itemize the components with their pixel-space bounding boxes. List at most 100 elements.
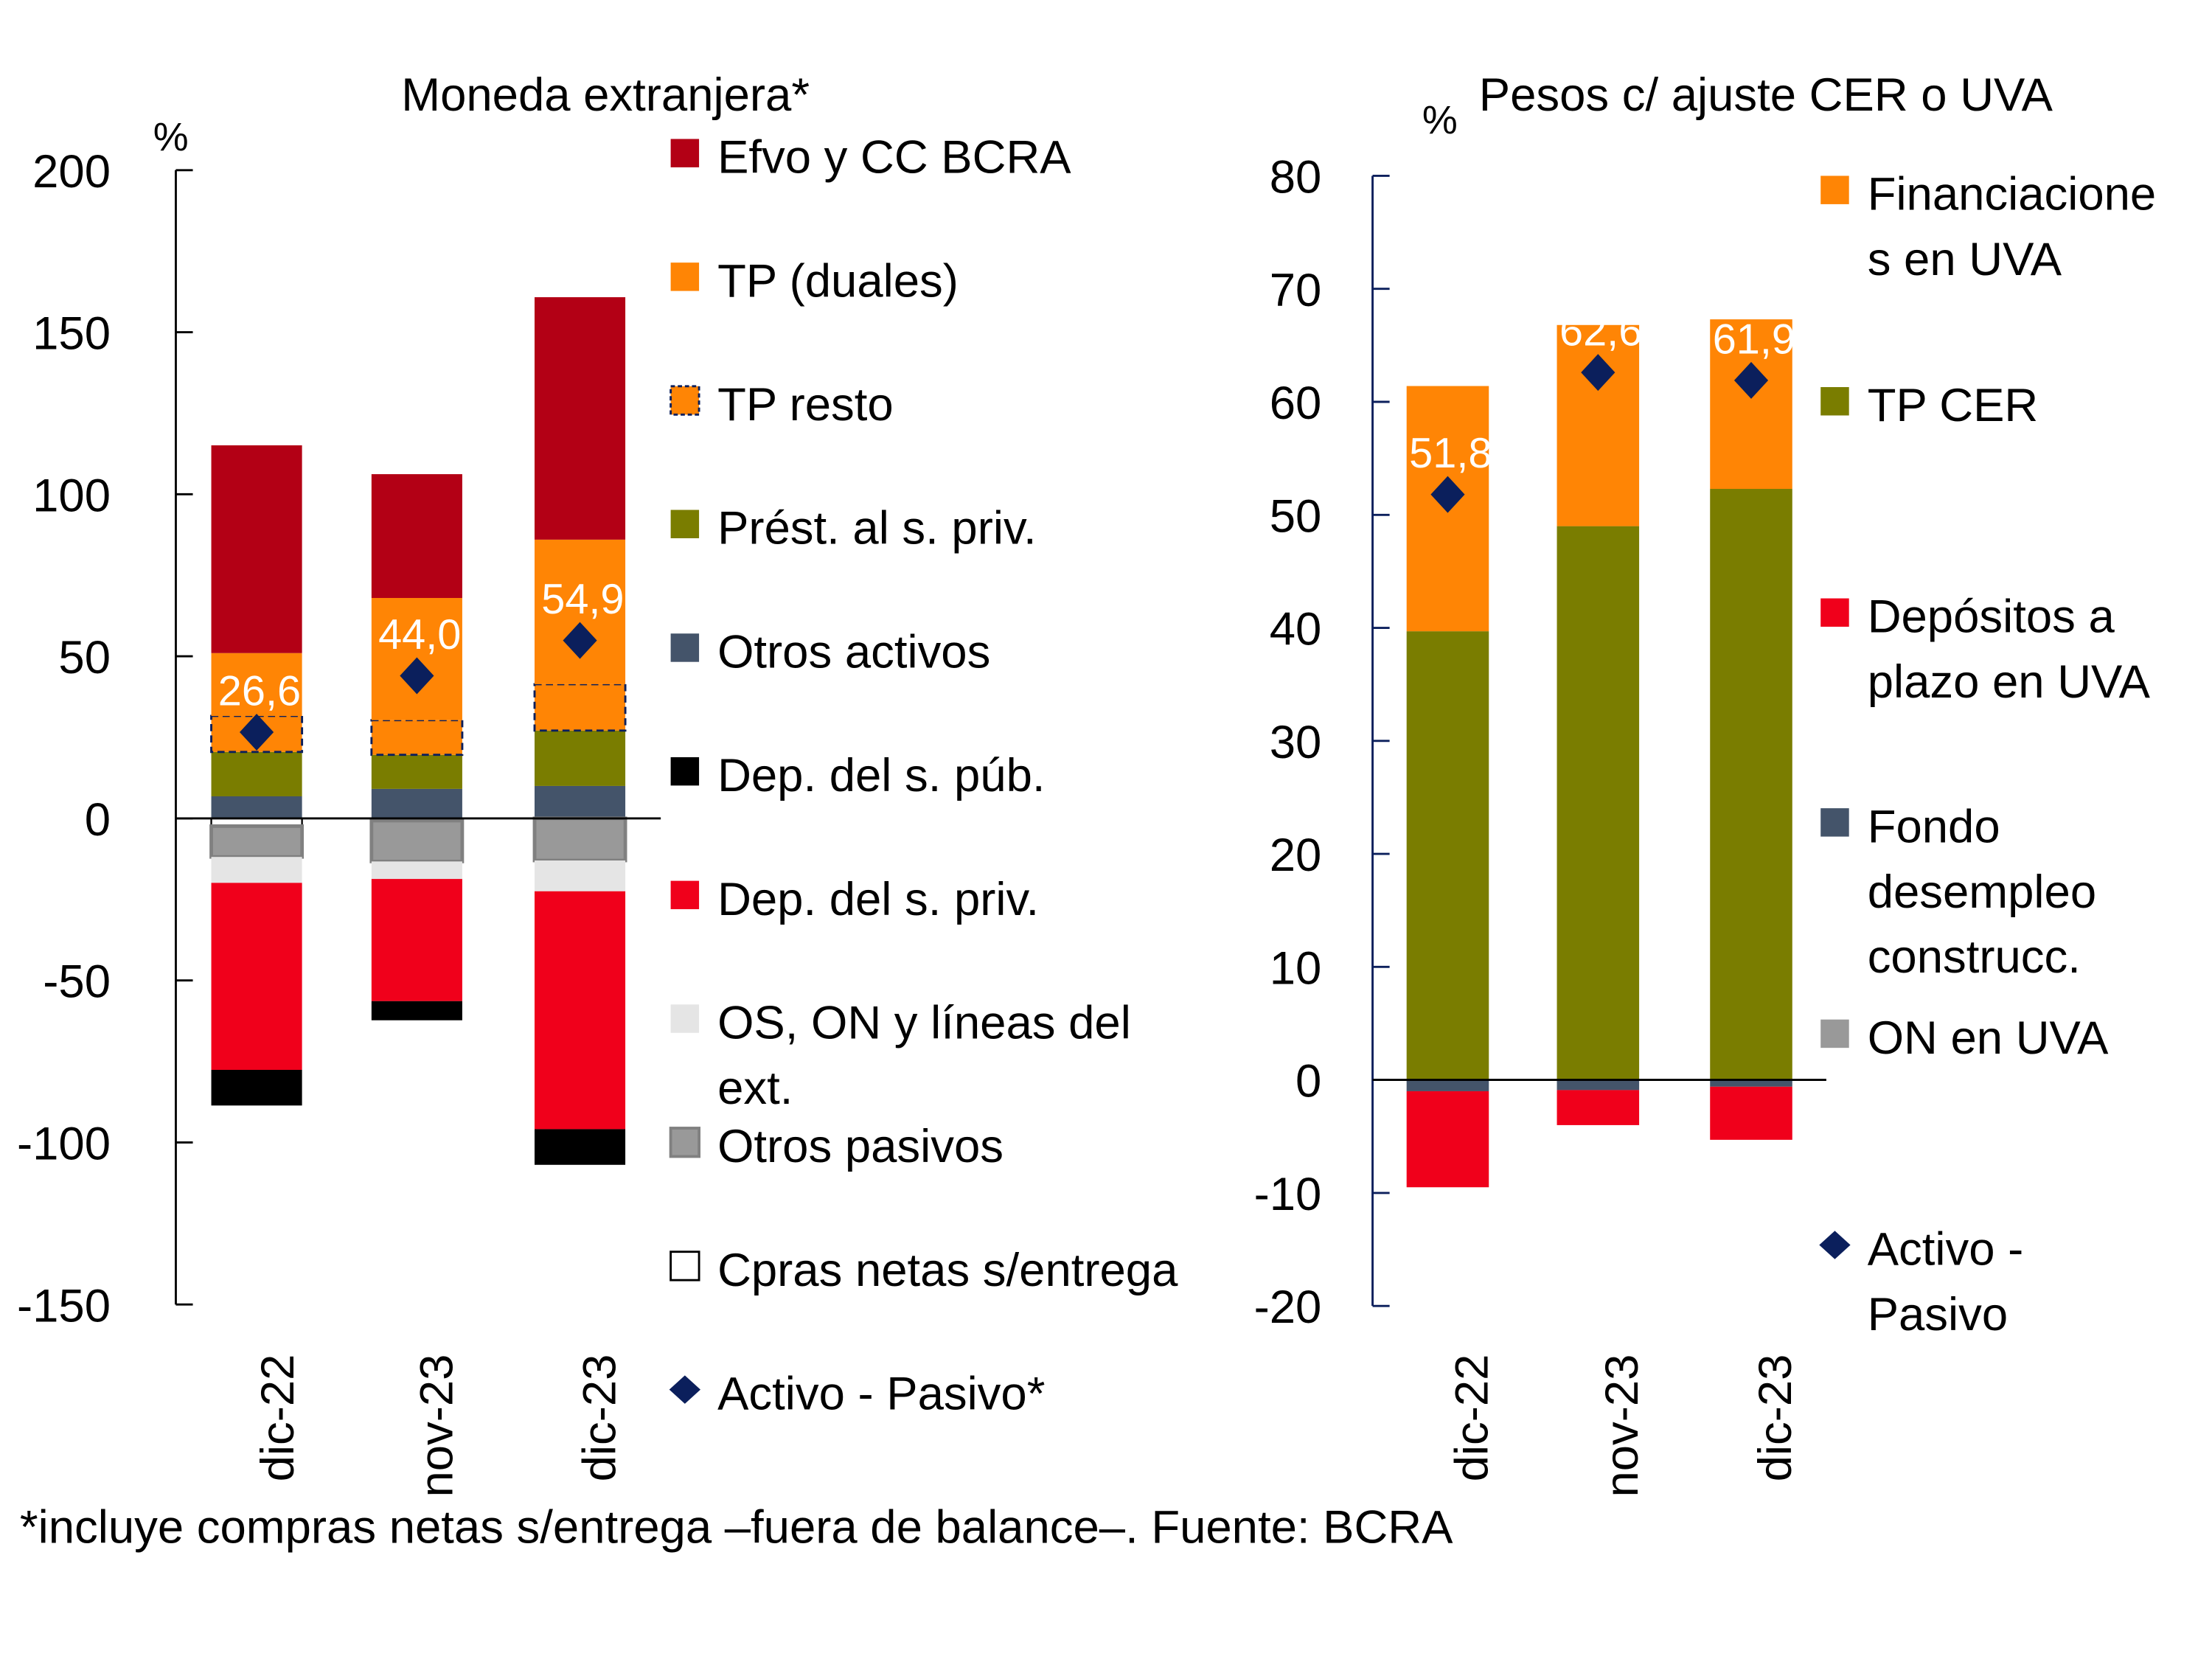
footnote: *incluye compras netas s/entrega –fuera … <box>20 1501 1453 1553</box>
legend-label: Prést. al s. priv. <box>717 503 1037 554</box>
y-tick-label: 30 <box>1270 717 1322 768</box>
legend-label: s en UVA <box>1868 234 2062 285</box>
legend-swatch <box>670 1004 700 1033</box>
legend-swatch <box>670 509 700 538</box>
right-y-unit-label: % <box>1422 98 1458 142</box>
bar-segment-financiaciones-en-uva <box>1710 319 1792 490</box>
legend-label: Pasivo <box>1868 1289 2008 1340</box>
legend-swatch-diamond-icon <box>1819 1231 1851 1259</box>
legend-label: TP (duales) <box>717 255 959 307</box>
bar-segment-tp-cer <box>1557 526 1640 1080</box>
x-tick-label: dic-22 <box>1446 1354 1498 1482</box>
bar-segment-otros-pasivos <box>209 824 305 859</box>
left-legend: Efvo y CC BCRA TP (duales) TP resto Prést. … <box>669 132 1178 1420</box>
y-tick-label: -20 <box>1254 1281 1322 1333</box>
y-tick-label: -10 <box>1254 1169 1322 1220</box>
legend-label: ON en UVA <box>1868 1012 2109 1064</box>
bar-segment-prest-al-s-priv <box>535 730 626 786</box>
legend-item: Depósitos a plazo en UVA <box>1820 591 2151 708</box>
bar-segment-dep-del-s-pub <box>211 1069 302 1106</box>
legend-item: Efvo y CC BCRA <box>670 132 1071 184</box>
x-tick-label: dic-23 <box>1750 1354 1801 1482</box>
data-label: 62,6 <box>1559 308 1642 355</box>
legend-swatch <box>1820 808 1849 837</box>
bar-segment-otros-activos <box>371 788 462 818</box>
right-markers: 51,8 62,6 61,9 <box>1409 308 1795 513</box>
x-tick-label: nov-23 <box>1596 1354 1648 1498</box>
x-tick-label: nov-23 <box>411 1354 462 1498</box>
legend-label: Depósitos a <box>1868 591 2115 643</box>
legend-item: Cpras netas s/entrega <box>669 1245 1178 1296</box>
legend-swatch <box>669 1251 700 1281</box>
y-tick-label: 80 <box>1270 152 1322 204</box>
legend-swatch <box>670 880 700 910</box>
data-label: 51,8 <box>1409 430 1492 477</box>
bar-segment-tp-resto <box>370 719 464 757</box>
bar-segment-tp-cer <box>1710 489 1792 1080</box>
data-label: 54,9 <box>541 576 624 623</box>
legend-swatch <box>1820 175 1849 204</box>
legend-swatch <box>1820 1019 1849 1048</box>
legend-item: TP resto <box>669 379 894 431</box>
legend-item: Otros activos <box>670 626 990 678</box>
bar-segment-tp-duales <box>211 653 302 716</box>
y-tick-label: 0 <box>1295 1056 1321 1107</box>
left-y-unit-label: % <box>153 115 189 159</box>
legend-label: Activo - Pasivo* <box>717 1368 1045 1420</box>
legend-label: Otros pasivos <box>717 1121 1004 1172</box>
bar-segment-otros-activos <box>211 796 302 818</box>
legend-swatch <box>669 385 700 416</box>
legend-label: desempleo <box>1868 866 2096 918</box>
marker-diamond <box>400 657 434 695</box>
right-bars <box>1372 319 1826 1188</box>
legend-item: Activo - Pasivo <box>1819 1223 2023 1340</box>
bar-segment-fondo-desempleo-construcc <box>1406 1079 1489 1091</box>
data-label: 61,9 <box>1713 316 1795 363</box>
legend-item: TP CER <box>1820 380 2038 431</box>
data-label: 44,0 <box>378 611 461 658</box>
bar-segment-dep-del-s-priv <box>211 883 302 1070</box>
legend-swatch <box>1820 598 1849 627</box>
legend-swatch <box>669 1127 701 1158</box>
legend-item: ON en UVA <box>1820 1012 2109 1064</box>
legend-swatch <box>670 757 700 786</box>
bar-segment-efvo-y-cc-bcra <box>535 297 626 540</box>
legend-label: Dep. del s. priv. <box>717 874 1039 925</box>
legend-label: ext. <box>717 1062 793 1114</box>
left-x-axis-labels: dic-22 nov-23 dic-23 <box>252 1354 626 1498</box>
legend-label: TP CER <box>1868 380 2039 431</box>
bar-segment-dep-del-s-priv <box>535 891 626 1130</box>
legend-item: Financiacione s en UVA <box>1820 169 2156 285</box>
bar-segment-otros-pasivos <box>369 818 465 863</box>
legend-item: Activo - Pasivo* <box>669 1368 1045 1420</box>
legend-label: TP resto <box>717 379 894 431</box>
data-label: 26,6 <box>218 667 301 714</box>
bar-segment-tp-cer <box>1406 631 1489 1080</box>
y-tick-label: -50 <box>43 956 111 1008</box>
legend-label: Financiacione <box>1868 169 2157 220</box>
y-tick-label: -100 <box>17 1119 111 1170</box>
y-tick-label: -150 <box>17 1280 111 1332</box>
bar-segment-efvo-y-cc-bcra <box>211 445 302 653</box>
legend-swatch-diamond-icon <box>669 1375 700 1404</box>
right-y-axis: 80 70 60 50 40 30 20 10 0 -10 -20 <box>1254 152 1390 1333</box>
y-tick-label: 50 <box>1270 490 1322 542</box>
x-tick-label: dic-22 <box>252 1354 304 1482</box>
legend-label: Dep. del s. púb. <box>717 750 1045 801</box>
right-chart-pesos-cer-uva: Pesos c/ ajuste CER o UVA % 80 70 60 50 40 30… <box>1254 69 2157 1498</box>
y-tick-label: 50 <box>58 632 111 684</box>
legend-swatch <box>670 633 700 662</box>
left-bars <box>175 297 661 1165</box>
legend-label: Otros activos <box>717 626 990 678</box>
bar-segment-os-on-y-lineas-del-ext <box>371 861 462 880</box>
bar-segment-tp-resto <box>533 683 627 732</box>
bar-segment-fondo-desempleo-construcc <box>1710 1079 1792 1087</box>
bar-segment-otros-pasivos <box>532 816 627 863</box>
legend-item: Otros pasivos <box>669 1121 1004 1172</box>
bar-segment-dep-del-s-pub <box>371 1001 462 1020</box>
bar-segment-prest-al-s-priv <box>371 754 462 789</box>
bar-segment-dep-del-s-pub <box>535 1129 626 1165</box>
bar-segment-fondo-desempleo-construcc <box>1557 1079 1640 1091</box>
y-tick-label: 10 <box>1270 942 1322 994</box>
